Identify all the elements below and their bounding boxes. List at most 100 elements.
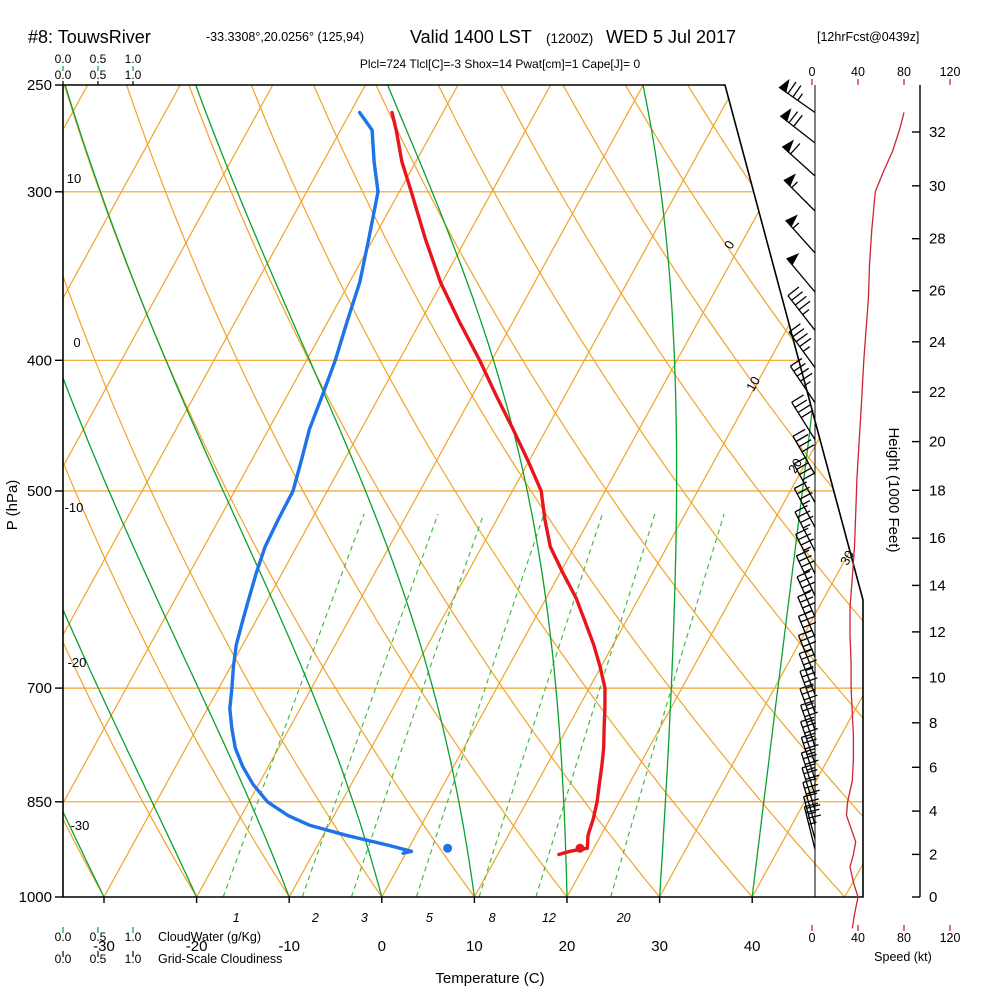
wind-barb [783,173,816,212]
cloudiness-scale-bottom-label: 1.0 [125,952,142,966]
mixing-ratio-line [478,513,603,897]
pressure-tick-label: 1000 [19,889,52,906]
mixing-ratio-label: 20 [616,911,631,925]
cloudiness-label: Grid-Scale Cloudiness [158,952,282,966]
mixing-ratio-label: 5 [426,911,433,925]
moist-adiabat-label: 10 [67,171,81,186]
wind-barb [799,665,818,713]
dry-adiabat [937,85,1000,897]
temp-tick-label: 10 [466,938,483,955]
pressure-tick-label: 300 [27,184,52,201]
dewpoint-curve [228,110,414,855]
moist-adiabat [63,85,290,897]
height-tick-label: 14 [929,577,946,594]
wind-barb [793,481,816,528]
mixing-ratio-label: 12 [542,911,556,925]
valid-z: (1200Z) [546,31,593,46]
mixing-ratio-label: 2 [311,911,319,925]
temp-tick-label: -10 [278,938,300,955]
mixing-ratio-label: 3 [361,911,368,925]
moist-adiabat [195,85,476,897]
pressure-axis-title: P (hPa) [4,480,21,531]
height-axis-title: Height (1000 Feet) [885,427,902,552]
temp-tick-label: 20 [559,938,576,955]
dry-adiabat [624,85,863,897]
height-tick-label: 20 [929,434,946,451]
speed-tick-label-top: 80 [897,65,911,79]
moist-adiabat [63,85,105,897]
wind-barb [778,78,816,114]
dry-adiabat [562,85,863,897]
dry-adiabat [63,85,383,897]
pressure-tick-label: 500 [27,483,52,500]
speed-tick-label-bottom: 80 [897,931,911,945]
moist-adiabat [63,85,198,897]
height-tick-label: 24 [929,334,946,351]
height-tick-label: 8 [929,715,937,732]
mixing-ratio-label: 8 [489,911,496,925]
station-coords: -33.3308°,20.0256° (125,94) [206,30,364,44]
height-tick-label: 4 [929,803,937,820]
isotherm-label: 20 [785,456,805,476]
height-tick-label: 22 [929,384,946,401]
speed-tick-label-top: 0 [809,65,816,79]
wind-barb [801,763,820,811]
isotherm-line [196,85,644,897]
height-tick-label: 10 [929,670,946,687]
cloudwater-scale-top-label: 1.0 [125,52,142,66]
wind-barb [781,139,816,177]
wind-barb [794,504,816,552]
dry-adiabat [437,85,863,897]
cloudwater-scale-top-label: 0.5 [90,52,107,66]
isotherm-line [751,85,863,897]
height-tick-label: 26 [929,283,946,300]
cloudiness-scale-top-label: 1.0 [125,68,142,82]
wind-barb [800,716,819,764]
isotherm-label: 30 [837,548,857,568]
dry-adiabat [188,85,661,897]
wind-barbs [778,78,822,850]
cloudiness-scale-top-label: 0.0 [55,68,72,82]
height-tick-label: 2 [929,846,937,863]
speed-tick-label-bottom: 40 [851,931,865,945]
isotherm-line [103,85,552,897]
isotherm-line [63,85,366,897]
wind-barb [789,357,816,404]
dry-adiabat [811,85,863,897]
pressure-tick-label: 400 [27,352,52,369]
wind-barb [788,323,816,368]
height-tick-label: 0 [929,889,937,906]
height-tick-label: 28 [929,231,946,248]
dry-adiabat [126,85,568,897]
temp-tick-label: -30 [93,938,115,955]
mixing-ratio-line [301,513,439,897]
dry-adiabat [375,85,863,897]
isotherm-label: 10 [743,374,763,394]
temperature-curve [390,110,607,857]
wind-barb [797,629,817,677]
wind-barb [786,253,816,293]
temp-tick-label: 40 [744,938,761,955]
speed-tick-label-top: 120 [940,65,961,79]
moist-adiabat [642,85,678,897]
isotherm-line [288,85,737,897]
wind-barb [787,286,816,331]
temp-axis-title: Temperature (C) [435,970,544,987]
isotherm-line [659,85,863,897]
forecast-tag: [12hrFcst@0439z] [817,30,919,44]
cloudiness-scale-top-label: 0.5 [90,68,107,82]
moist-adiabat-label: -20 [68,655,87,670]
isotherm-line [844,85,863,897]
wind-barb [800,748,819,796]
plot-border [62,84,864,898]
surface-dewpoint-dot [443,843,453,853]
surface-temperature-dot [575,843,585,853]
dry-adiabat [63,85,198,897]
wind-barb [795,549,816,597]
wind-barb [795,527,816,575]
isotherm-line [63,85,459,897]
moist-adiabat-label: -10 [65,500,84,515]
